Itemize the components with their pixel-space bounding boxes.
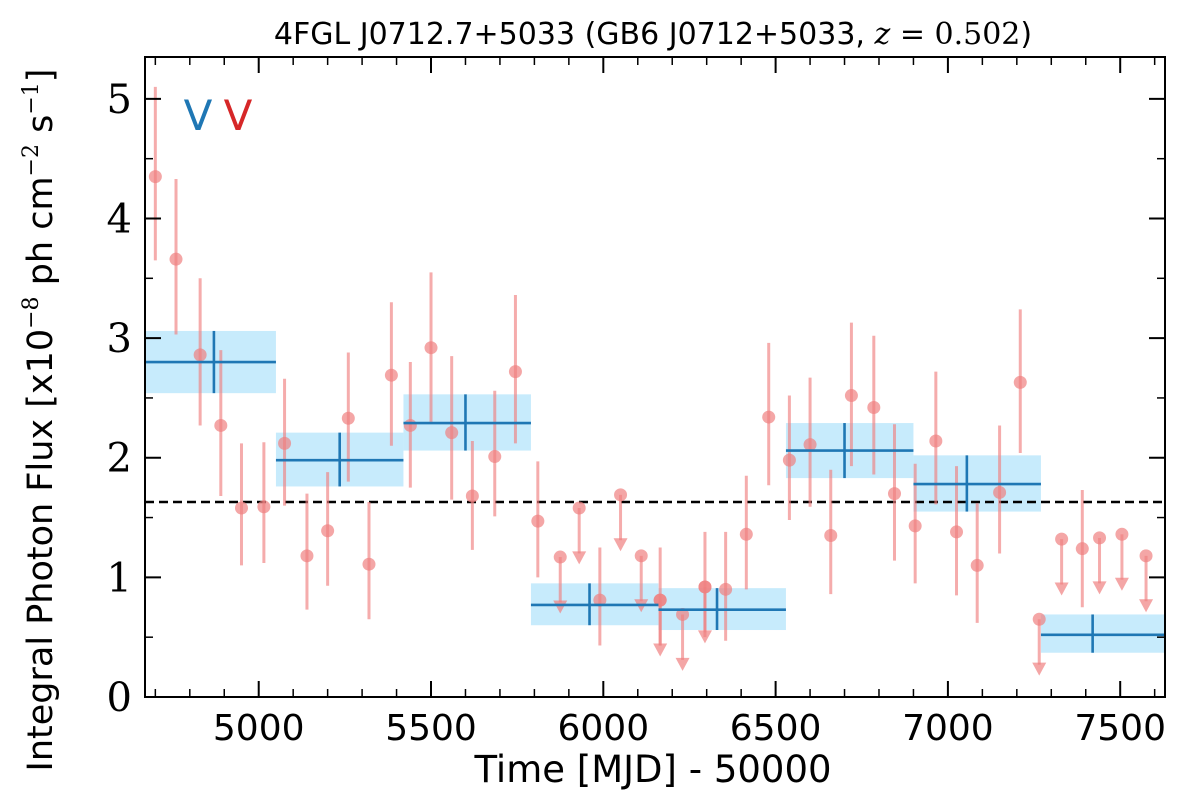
y-tick-label: 4 [107,196,132,242]
y-axis-label-main: Integral Photon Flux [x10 [21,329,61,772]
x-tick-label: 7500 [1074,708,1166,749]
flux-point [445,426,459,440]
flux-point [424,341,438,355]
y-tick-label: 0 [107,675,132,721]
x-tick-label: 5500 [385,708,477,749]
flux-point [844,389,858,403]
upper-limit-arrow [1032,662,1047,676]
chart-title-z-eq: = 0.502 [890,17,1020,52]
flux-point [1075,542,1089,556]
upper-limit-point [1093,531,1107,545]
upper-limit-arrow [697,630,712,644]
v-marker: V [184,91,213,140]
flux-point [950,525,964,539]
flux-point [465,489,479,503]
upper-limit-arrow [1114,577,1129,591]
flux-point [234,501,248,515]
y-tick-label: 5 [107,77,132,123]
chart-title-z: z [873,17,890,52]
x-tick-label: 7000 [902,708,994,749]
flux-point [739,527,753,541]
upper-limit-point [676,607,690,621]
flux-point [867,401,881,415]
upper-limit-point [572,501,586,515]
upper-limit-point [1032,612,1046,626]
y-axis-label-mid2: s [21,115,61,144]
y-axis-label: Integral Photon Flux [x10−8 ph cm−2 s−1] [19,69,61,772]
flux-point [782,453,796,467]
upper-limit-arrow [1139,599,1154,613]
x-tick-label: 6500 [730,708,822,749]
plot-frame [144,56,1166,698]
upper-limit-point [1115,527,1129,541]
plot-area [145,86,1165,676]
flux-point [300,549,314,563]
flux-point [719,582,733,596]
flux-point [887,487,901,501]
upper-limit-arrow [572,551,587,565]
flux-point [803,438,817,452]
flux-point [362,557,376,571]
flux-point [929,434,943,448]
y-tick-label: 1 [107,555,132,601]
flux-point [993,485,1007,499]
y-axis-label-exp2: −2 [19,144,44,176]
upper-limit-arrow [613,538,628,552]
upper-limit-arrow [1054,582,1069,596]
y-tick-label: 2 [107,436,132,482]
flux-point [508,365,522,379]
axes: V V 5000 5500 6000 6500 7000 7500 0 1 2 3 4 5 [107,56,1166,749]
flux-point [1013,375,1027,389]
flux-point [384,368,398,382]
flux-point [488,450,502,464]
chart-title: 4FGL J0712.7+5033 (GB6 J0712+5033, z = 0… [274,17,1032,52]
flux-point [403,418,417,432]
y-tick-label: 3 [107,316,132,362]
upper-limit-arrow [1092,581,1107,595]
flux-point [908,519,922,533]
flux-point [278,436,292,450]
upper-limit-point [614,488,628,502]
v-marker: V [224,91,253,140]
x-tick-label: 5000 [213,708,305,749]
flux-point [257,500,271,514]
flux-point [824,529,838,543]
flux-point [148,170,162,184]
upper-limit-arrow [675,657,690,671]
flux-point [970,558,984,572]
flux-point [193,348,207,362]
y-axis-label-close: ] [21,69,61,83]
upper-limit-point [1055,532,1069,546]
flux-point [214,418,228,432]
flux-point [321,524,335,538]
flux-point [341,411,355,425]
chart-title-main: 4FGL J0712.7+5033 (GB6 J0712+5033, [274,17,875,52]
flux-point [593,593,607,607]
y-axis-label-exp3: −1 [19,82,44,114]
flux-point [169,252,183,266]
chart-title-close: ) [1020,17,1032,52]
flux-point [762,410,776,424]
y-axis-label-exp: −8 [19,296,44,328]
flux-point [531,514,545,528]
upper-limit-point [634,549,648,563]
upper-limit-point [1139,549,1153,563]
upper-limit-arrow [653,643,668,657]
y-axis-label-mid: ph cm [21,176,61,296]
upper-limit-point [653,593,667,607]
upper-limit-point [698,580,712,594]
x-axis-label: Time [MJD] - 50000 [473,748,831,791]
upper-limit-point [553,550,567,564]
x-tick-label: 6000 [557,708,649,749]
